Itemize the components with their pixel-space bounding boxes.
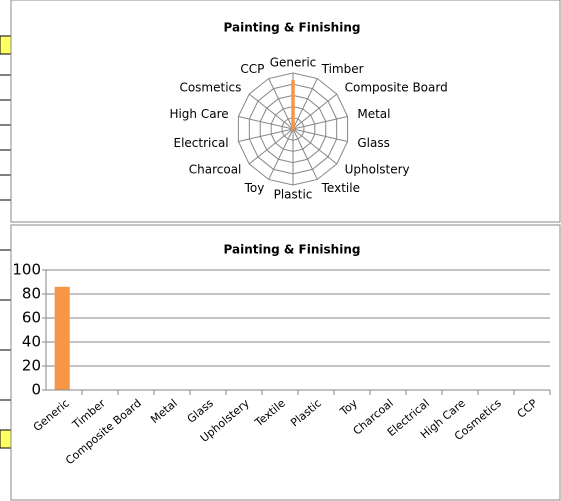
spoke [292,128,318,180]
category-label: Electrical [173,136,228,150]
y-tick-label: 40 [22,333,41,351]
spoke [268,78,294,130]
category-label: CCP [240,62,264,76]
y-tick-label: 20 [22,357,41,375]
category-label: High Care [169,107,228,121]
y-tick-label: 60 [22,309,41,327]
category-label: Plastic [274,188,313,202]
spoke [292,128,338,165]
spoke [268,128,294,180]
chart-title: Painting & Finishing [224,21,361,35]
spoke [248,93,294,130]
sheet-cell [0,429,12,449]
category-label: Timber [321,62,364,76]
chart-frame [10,0,561,223]
spoke [238,116,294,130]
category-label: Composite Board [345,80,448,94]
spoke [248,128,294,165]
spoke [292,116,348,130]
category-label: Textile [321,181,360,195]
category-label: Generic [270,56,317,70]
category-label: Metal [357,107,390,121]
y-tick-label: 0 [31,381,41,399]
chart-title: Painting & Finishing [224,243,361,257]
category-label: Toy [244,181,265,195]
category-label: Cosmetics [179,80,241,94]
radar-chart: Painting & Finishing Generic Timber Composi… [169,21,447,202]
spoke [292,78,318,130]
bar [54,286,70,390]
category-label: Glass [357,136,390,150]
y-tick-label: 100 [12,261,41,279]
sheet-cell [0,35,12,55]
spoke [292,93,338,130]
spoke [238,128,294,142]
chart-frame [10,224,561,501]
y-tick-label: 80 [22,285,41,303]
category-label: Charcoal [189,163,242,177]
spoke [292,128,348,142]
category-label: Upholstery [345,163,410,177]
